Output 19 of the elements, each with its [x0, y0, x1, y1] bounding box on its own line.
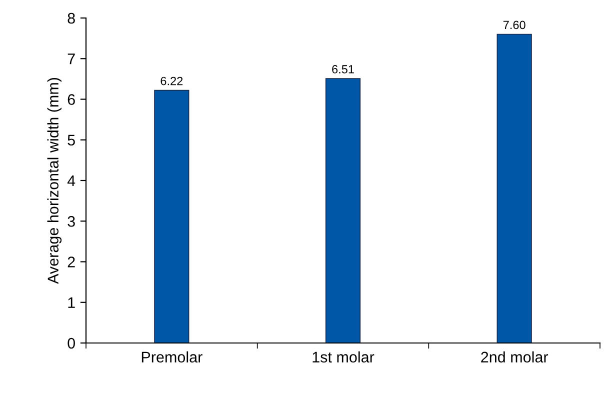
- bar: [325, 78, 361, 343]
- data-label: 7.60: [503, 20, 526, 30]
- x-tick-label: Premolar: [142, 351, 202, 363]
- bar: [496, 34, 532, 343]
- y-tick-label: 1: [68, 297, 75, 308]
- y-tick-label: 3: [68, 216, 75, 227]
- y-tick-label: 5: [68, 134, 75, 146]
- y-tick-label: 8: [68, 12, 75, 24]
- y-tick-label: 4: [67, 176, 76, 186]
- bar: [154, 90, 190, 343]
- x-tick-label: 2nd molar: [481, 351, 548, 363]
- y-tick-label: 7: [68, 54, 75, 64]
- data-label: 6.51: [332, 65, 354, 74]
- y-tick-label: 6: [68, 94, 75, 105]
- y-axis-title: Average horizontal width (mm): [47, 78, 62, 284]
- x-tick-label: 1st molar: [312, 351, 374, 363]
- y-tick-label: 2: [68, 256, 75, 268]
- data-label: 6.22: [160, 76, 183, 86]
- y-tick-label: 0: [68, 338, 75, 349]
